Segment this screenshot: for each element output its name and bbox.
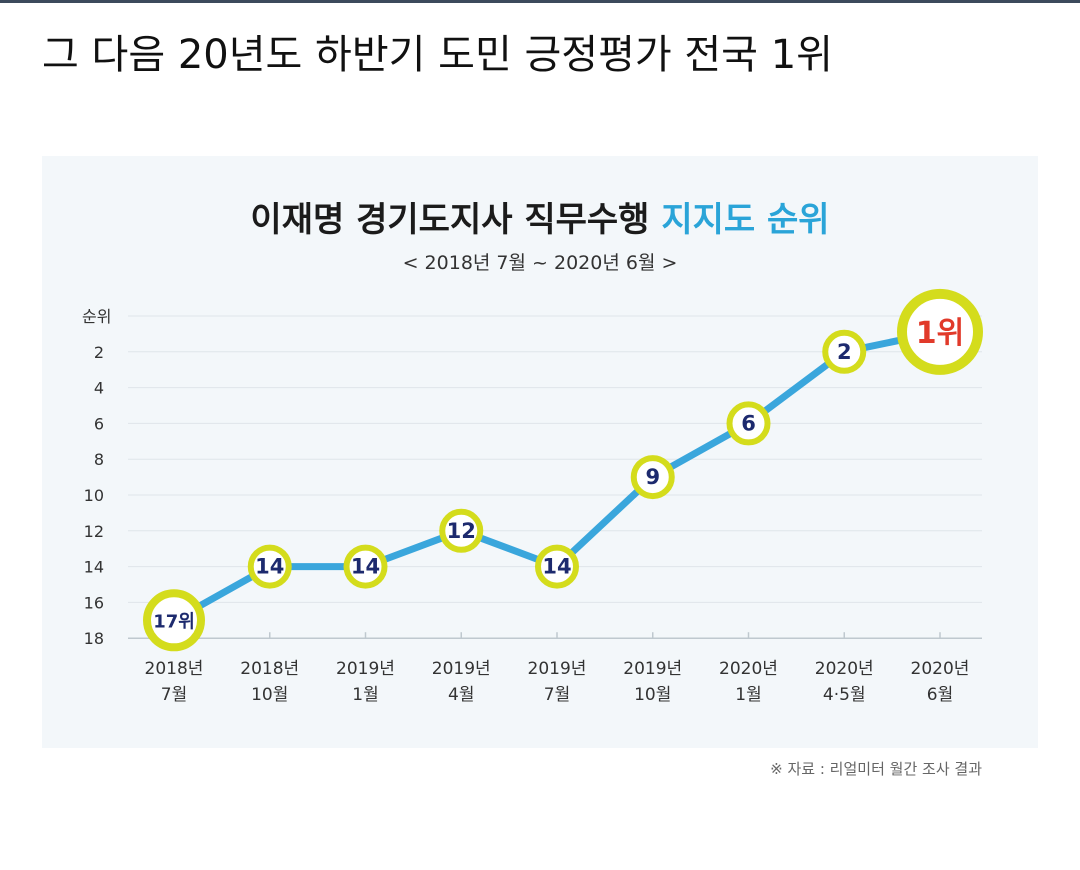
x-tick-label: 1월 (735, 685, 761, 705)
x-tick-label: 2020년 (815, 659, 874, 679)
data-label: 14 (351, 555, 380, 579)
data-label: 12 (447, 519, 476, 543)
x-tick-label: 2019년 (623, 659, 682, 679)
data-point (897, 288, 983, 375)
y-tick-label: 12 (84, 522, 104, 541)
y-tick-label: 18 (84, 629, 104, 648)
x-tick-label: 2020년 (719, 659, 778, 679)
data-point (535, 544, 579, 589)
data-point (630, 455, 675, 500)
y-tick-label: 10 (84, 486, 104, 505)
x-tick-label: 2019년 (336, 659, 395, 679)
x-tick-label: 1월 (352, 685, 378, 705)
data-label: 6 (741, 411, 756, 435)
x-tick-label: 6월 (927, 685, 953, 705)
y-tick-label: 4 (94, 379, 104, 398)
x-tick-label: 2018년 (240, 659, 299, 679)
y-axis-label: 순위 (82, 307, 111, 326)
x-tick-label: 10월 (634, 685, 671, 705)
chart-subtitle: < 2018년 7월 ~ 2020년 6월 > (402, 252, 678, 274)
x-tick-label: 7월 (161, 685, 187, 705)
data-label: 14 (542, 555, 571, 579)
data-point (822, 329, 867, 374)
source-note: ※ 자료 : 리얼미터 월간 조사 결과 (770, 760, 982, 778)
y-tick-label: 8 (94, 450, 104, 469)
x-tick-label: 2018년 (145, 659, 204, 679)
chart-title-accent: 지지도 순위 (661, 200, 830, 240)
data-label: 9 (645, 465, 660, 489)
x-tick-label: 10월 (251, 685, 288, 705)
x-tick-label: 4월 (448, 685, 474, 705)
chart-card: 순위 2 4 6 8 10 12 14 16 18 2018년 7월 2018년 10월 2019년 1월 20… (42, 156, 1038, 748)
data-point (143, 589, 205, 652)
x-tick-label: 2019년 (432, 659, 491, 679)
y-tick-label: 6 (94, 414, 104, 433)
rank-line-chart: 순위 2 4 6 8 10 12 14 16 18 2018년 7월 2018년 10월 2019년 1월 20… (82, 288, 983, 705)
y-tick-label: 16 (84, 593, 104, 612)
chart-title-main: 이재명 경기도지사 직무수행 (250, 200, 650, 240)
x-tick-label: 4·5월 (823, 685, 866, 705)
data-label: 17위 (153, 611, 195, 632)
data-label: 1위 (916, 316, 964, 351)
y-tick-label: 2 (94, 343, 104, 362)
data-label: 2 (837, 340, 852, 364)
top-rule (0, 0, 1080, 3)
data-point (439, 508, 484, 553)
y-tick-label: 14 (84, 558, 104, 577)
chart-title: 이재명 경기도지사 직무수행 지지도 순위 (42, 192, 1038, 241)
data-point (247, 544, 292, 589)
x-tick-label: 2019년 (528, 659, 587, 679)
post-heading: 그 다음 20년도 하반기 도민 긍정평가 전국 1위 (42, 32, 833, 78)
data-label: 14 (255, 555, 284, 579)
x-tick-label: 7월 (544, 685, 570, 705)
x-tick-label: 2020년 (911, 659, 970, 679)
data-point (726, 401, 771, 446)
data-point (343, 544, 388, 589)
